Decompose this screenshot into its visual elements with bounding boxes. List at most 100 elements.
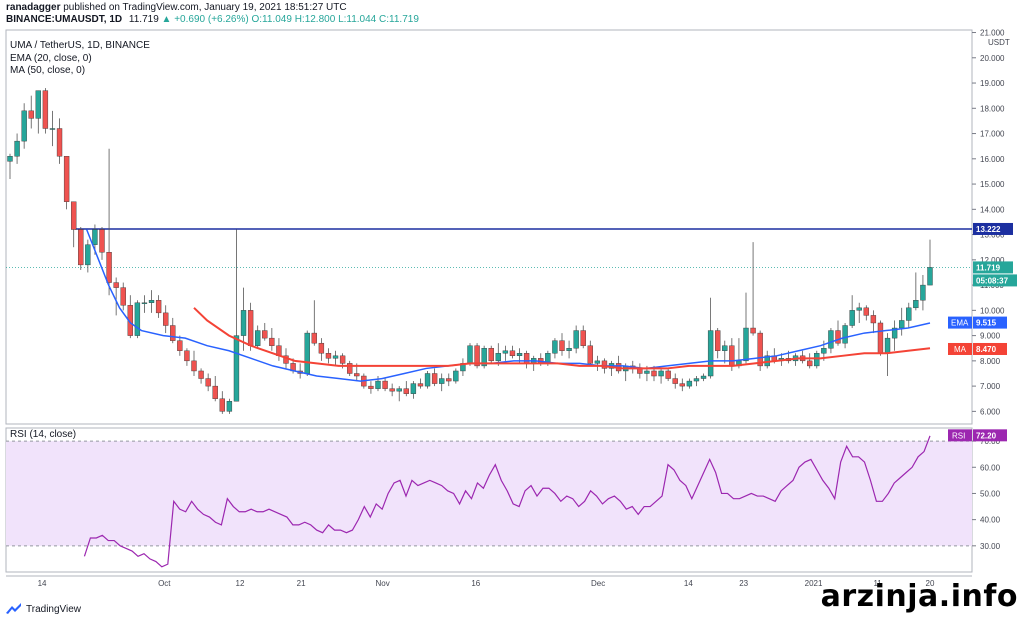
rsi-tag-bg xyxy=(948,429,972,442)
candle xyxy=(417,378,424,389)
candle xyxy=(127,295,133,339)
candle-body xyxy=(906,307,912,321)
candle-body xyxy=(155,300,162,314)
candle xyxy=(21,103,27,149)
time-tick-label: 21 xyxy=(297,579,306,588)
candle-body xyxy=(120,287,126,306)
candle-body xyxy=(559,340,565,351)
legend-ma[interactable]: MA (50, close, 0) xyxy=(10,65,86,76)
candle xyxy=(828,328,834,354)
rsi-value-tag-bg xyxy=(973,429,1007,442)
publisher-line: ranadagger published on TradingView.com,… xyxy=(6,2,347,13)
tradingview-label: TradingView xyxy=(26,603,82,615)
ohlc-open: O:11.049 xyxy=(251,14,292,25)
candle xyxy=(141,295,148,313)
candle-body xyxy=(552,340,558,354)
candle-body xyxy=(396,388,402,392)
candle-body xyxy=(474,345,480,367)
tradingview-logo[interactable]: TradingView xyxy=(6,603,81,615)
candle-body xyxy=(375,380,381,389)
candle xyxy=(849,295,855,329)
candle xyxy=(347,360,353,377)
candle xyxy=(205,373,211,392)
candle xyxy=(743,292,749,364)
time-tick-label: 12 xyxy=(236,579,245,588)
candle xyxy=(177,335,183,356)
candle-body xyxy=(481,348,487,367)
candle xyxy=(580,325,586,349)
candle-body xyxy=(417,383,424,387)
candle-body xyxy=(488,348,494,362)
candle xyxy=(28,95,34,129)
legend-ema[interactable]: EMA (20, close, 0) xyxy=(10,53,92,64)
up-arrow-icon: ▲ xyxy=(161,14,172,25)
candle xyxy=(615,355,622,374)
ma-line xyxy=(193,307,931,370)
candle xyxy=(262,322,268,341)
candle xyxy=(715,328,721,359)
candle-body xyxy=(113,282,119,288)
rsi-value-tag: 72.20 xyxy=(976,431,997,440)
candle xyxy=(502,345,509,361)
candle xyxy=(403,381,409,397)
candle xyxy=(99,227,105,260)
candle xyxy=(368,381,374,394)
candle xyxy=(509,345,516,359)
legend-rsi[interactable]: RSI (14, close) xyxy=(10,429,77,440)
candle xyxy=(559,333,565,356)
candle xyxy=(672,373,678,389)
candle-body xyxy=(56,128,63,157)
time-tick-label: 20 xyxy=(926,579,935,588)
candle-body xyxy=(920,284,926,301)
candle-body xyxy=(177,340,183,351)
candle-body xyxy=(453,370,459,382)
candle-body xyxy=(240,310,247,336)
candle xyxy=(424,370,431,389)
candle-body xyxy=(198,370,204,379)
candle xyxy=(722,340,728,364)
ema-tag: EMA xyxy=(951,319,969,328)
candle xyxy=(856,302,862,323)
candle xyxy=(700,373,707,382)
candle-body xyxy=(247,310,254,346)
candle-body xyxy=(679,383,685,387)
candle-body xyxy=(828,330,834,349)
price-tick-label: 20.000 xyxy=(980,54,1005,63)
candle-body xyxy=(78,229,84,266)
candle xyxy=(389,383,395,397)
candle-body xyxy=(170,325,176,341)
candle xyxy=(49,110,56,147)
candle-body xyxy=(42,90,49,129)
time-tick-label: 14 xyxy=(38,579,47,588)
candle-body xyxy=(325,353,332,359)
candle xyxy=(757,330,763,371)
candle xyxy=(764,350,770,369)
rsi-tag: RSI xyxy=(952,431,965,440)
candle xyxy=(750,242,756,336)
candle-body xyxy=(856,307,862,311)
candle-body xyxy=(446,378,452,382)
candle-body xyxy=(849,310,855,326)
candle xyxy=(587,340,593,366)
candle-body xyxy=(226,401,233,412)
candle xyxy=(240,287,247,351)
candle-body xyxy=(842,325,848,344)
price-tick-label: 8.000 xyxy=(980,357,1001,366)
candle-body xyxy=(233,335,240,402)
candle-body xyxy=(382,380,388,389)
rsi-tick-label: 40.00 xyxy=(980,516,1001,525)
candle xyxy=(431,368,438,387)
candle xyxy=(594,355,601,371)
candle-body xyxy=(722,345,728,351)
symbol-line: BINANCE:UMAUSDT, 1D 11.719 ▲ +0.690 (+6.… xyxy=(6,14,419,25)
candle xyxy=(927,239,933,286)
price-tick-label: 21.000 xyxy=(980,29,1005,38)
ma-tag-bg xyxy=(948,342,972,355)
candle xyxy=(814,350,820,369)
candle xyxy=(198,368,204,384)
candle-body xyxy=(686,380,693,387)
candle xyxy=(155,295,162,318)
candle-body xyxy=(269,337,275,346)
candle xyxy=(219,391,225,414)
